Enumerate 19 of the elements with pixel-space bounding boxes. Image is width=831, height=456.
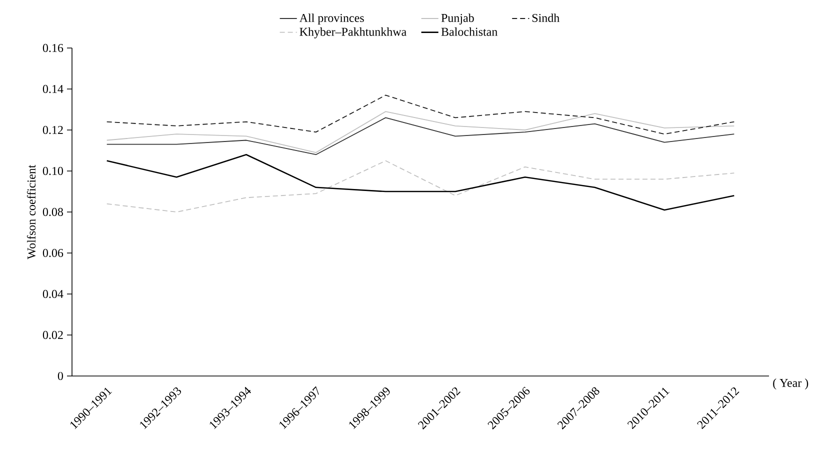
legend-label: Balochistan — [441, 27, 498, 36]
legend-label: Khyber–Pakhtunkhwa — [300, 27, 406, 38]
y-tick-label: 0.06 — [42, 248, 64, 258]
y-tick-label: 0.02 — [42, 330, 63, 340]
line-series — [106, 111, 735, 154]
y-tick-label: 0.16 — [42, 44, 64, 52]
y-tick-label: 0.08 — [42, 208, 63, 216]
y-axis-title: Wolfson coefficient — [26, 164, 36, 260]
legend-label: Punjab — [441, 14, 474, 24]
y-tick-label: 0.04 — [42, 290, 64, 298]
y-tick-label: 0.12 — [42, 126, 63, 134]
line-series — [106, 117, 735, 156]
y-tick-label: 0.14 — [42, 84, 64, 94]
line-series — [106, 94, 735, 135]
x-axis-title: ( Year ) — [773, 378, 808, 390]
legend-label: Sindh — [532, 14, 560, 22]
y-tick-label: 0 — [58, 372, 63, 380]
legend-label: All provinces — [299, 14, 364, 24]
y-tick-label: 0.10 — [42, 166, 63, 176]
